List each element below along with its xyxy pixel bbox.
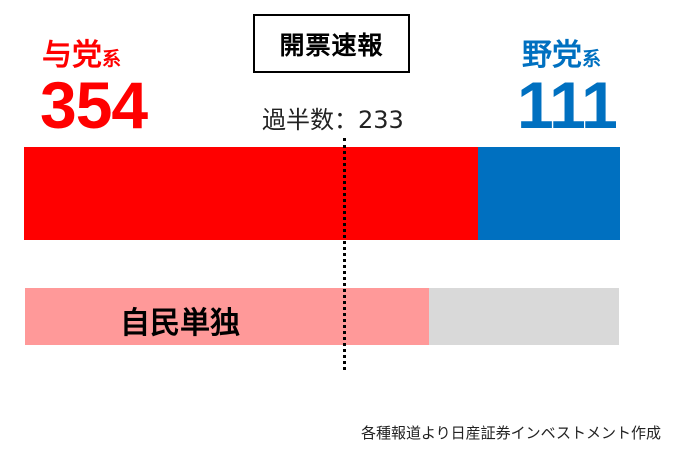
ruling-label-suffix: 系: [102, 48, 122, 70]
ldp-solo-bar: [25, 288, 429, 345]
opposition-seat-count: 111: [517, 68, 618, 142]
ruling-coalition-label: 与党系: [42, 30, 121, 74]
ruling-seat-count: 354: [40, 68, 148, 142]
majority-label: 過半数：233: [262, 106, 404, 134]
majority-line: [343, 138, 346, 370]
chart-title: 開票速報: [253, 14, 410, 73]
opposition-label-main: 野党: [522, 38, 582, 73]
opposition-label-suffix: 系: [582, 48, 602, 70]
opposition-bar: [478, 147, 620, 240]
ldp-solo-label: 自民単独: [120, 306, 240, 341]
opposition-label: 野党系: [522, 30, 601, 74]
source-note: 各種報道より日産証券インベストメント作成: [360, 424, 661, 442]
ruling-bar: [24, 147, 478, 240]
ruling-label-main: 与党: [42, 38, 102, 73]
remainder-bar: [429, 288, 619, 345]
